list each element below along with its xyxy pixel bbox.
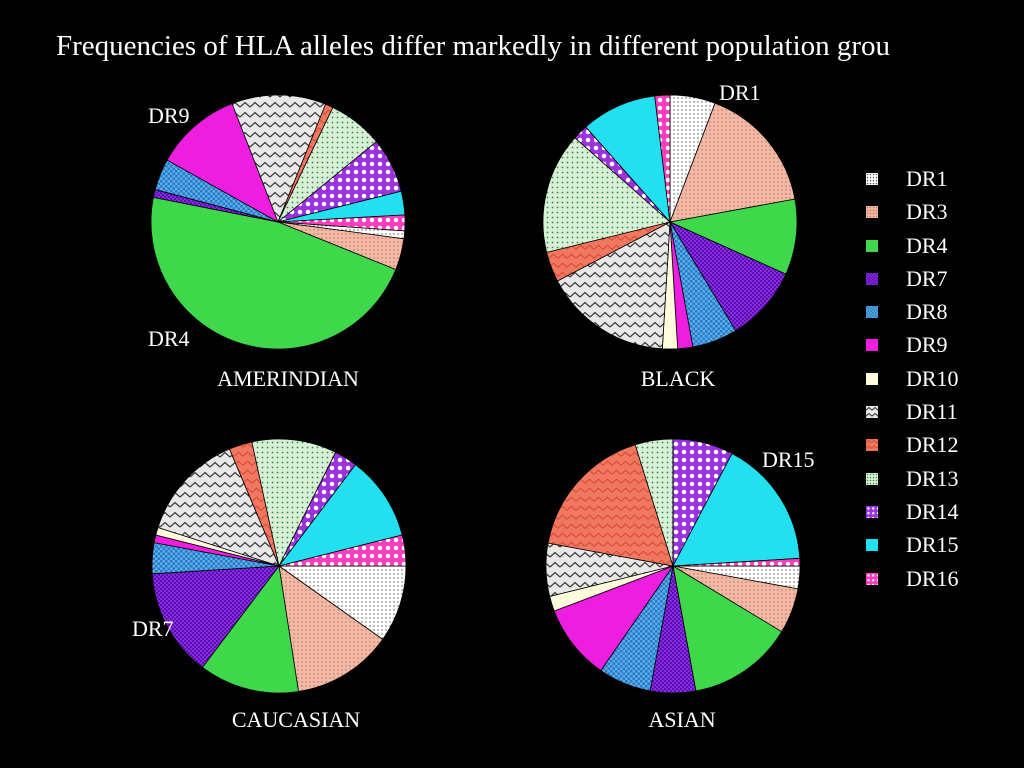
slice-caucasian-dr16 — [278, 534, 407, 567]
caption-black: BLACK — [640, 366, 716, 391]
legend-swatch-dr11 — [866, 406, 878, 419]
pie-amerindian — [150, 94, 406, 350]
slice-caucasian-dr4 — [201, 565, 299, 694]
legend-swatch-dr9 — [866, 339, 878, 352]
legend-label-dr11: DR11 — [906, 399, 958, 425]
legend-swatch-dr14 — [866, 505, 878, 518]
legend-swatch-dr4 — [866, 239, 878, 252]
slice-black-dr15 — [585, 95, 671, 224]
slice-caucasian-dr15 — [277, 464, 403, 567]
slice-asian-dr4 — [672, 565, 783, 692]
legend-swatch-dr15 — [866, 539, 878, 552]
pie-caucasian — [151, 438, 407, 694]
slice-asian-dr9 — [553, 565, 675, 672]
slice-asian-dr12 — [547, 444, 674, 567]
legend-swatch-dr10 — [866, 372, 878, 385]
callout-black-dr1: DR1 — [719, 80, 761, 105]
legend-label-dr4: DR4 — [906, 232, 948, 258]
slice-black-dr11 — [557, 221, 671, 350]
slice-asian-dr16 — [672, 557, 801, 567]
slice-black-dr13 — [542, 137, 671, 253]
slice-caucasian-dr3 — [278, 565, 384, 692]
slide-title: Frequencies of HLA alleles differ marked… — [56, 30, 891, 62]
legend-label-dr16: DR16 — [906, 565, 959, 591]
caption-asian: ASIAN — [648, 707, 716, 732]
slice-black-dr16 — [654, 94, 671, 223]
slice-caucasian-dr11 — [157, 448, 280, 567]
caption-amerindian: AMERINDIAN — [217, 366, 359, 391]
slice-caucasian-dr13 — [251, 438, 337, 568]
slice-asian-dr15 — [672, 453, 801, 567]
legend-label-dr9: DR9 — [906, 332, 948, 358]
legend-label-dr10: DR10 — [906, 365, 959, 391]
legend-swatch-dr3 — [866, 206, 878, 219]
slice-caucasian-dr1 — [277, 565, 407, 640]
legend-swatch-dr7 — [866, 272, 878, 285]
legend-swatch-dr8 — [866, 306, 878, 319]
slice-black-dr4 — [668, 198, 798, 275]
slice-amerindian-dr9 — [166, 103, 279, 223]
callout-amerindian-dr9: DR9 — [148, 103, 190, 128]
legend-label-dr7: DR7 — [906, 265, 948, 291]
pie-black — [542, 94, 798, 350]
callout-caucasian-dr7: DR7 — [132, 616, 174, 641]
slice-caucasian-dr7 — [151, 565, 280, 668]
slice-black-dr7 — [668, 221, 787, 332]
slice-amerindian-dr11 — [231, 94, 327, 224]
legend-swatch-dr16 — [866, 572, 878, 585]
slice-amerindian-dr4 — [150, 196, 397, 350]
callout-amerindian-dr4: DR4 — [148, 326, 190, 351]
legend-swatch-dr12 — [866, 439, 878, 452]
legend-label-dr13: DR13 — [906, 465, 959, 491]
legend-label-dr8: DR8 — [906, 299, 948, 325]
legend-label-dr12: DR12 — [906, 432, 959, 458]
pie-asian — [545, 438, 801, 694]
callout-asian-dr15: DR15 — [762, 447, 815, 472]
legend-label-dr1: DR1 — [906, 166, 948, 191]
slice-black-dr3 — [669, 102, 796, 223]
caption-caucasian: CAUCASIAN — [231, 707, 361, 732]
legend-swatch-dr13 — [866, 472, 878, 485]
slice-amerindian-dr16 — [277, 214, 406, 232]
legend-label-dr3: DR3 — [906, 199, 948, 225]
legend-label-dr15: DR15 — [906, 532, 959, 558]
legend-label-dr14: DR14 — [906, 498, 959, 524]
legend-swatch-dr1 — [866, 173, 878, 185]
